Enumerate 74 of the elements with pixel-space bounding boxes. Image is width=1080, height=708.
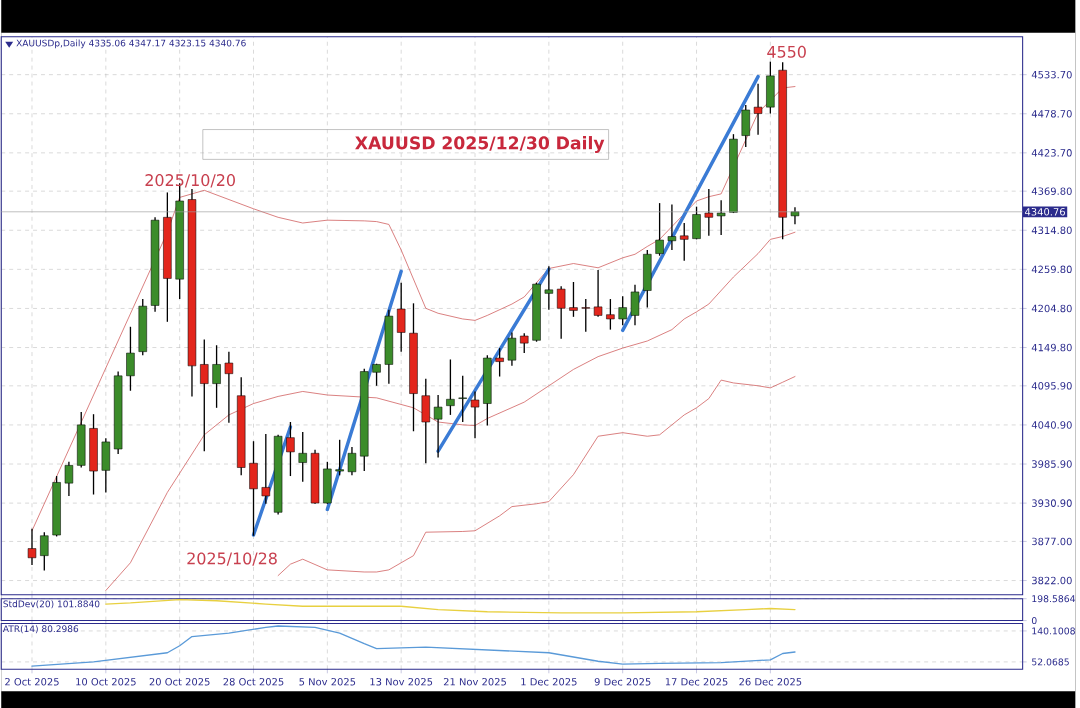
annotation: 4550 [767, 45, 806, 58]
x-tick-label: 2 Oct 2025 [5, 677, 59, 686]
y-tick-label: 4533.70 [1031, 70, 1072, 79]
candlestick [458, 375, 467, 423]
y-tick-label: 4095.90 [1031, 382, 1072, 390]
candlestick [298, 431, 307, 483]
candlestick [286, 421, 295, 477]
x-tick-label: 26 Dec 2025 [739, 677, 802, 686]
candlestick [606, 298, 615, 331]
x-tick-label: 5 Nov 2025 [299, 677, 356, 686]
candlestick [347, 446, 357, 476]
candlestick [716, 199, 726, 236]
candlestick [446, 358, 455, 416]
y-tick-label: 4040.90 [1031, 421, 1072, 429]
y-tick-label: 198.5864 [1032, 595, 1076, 603]
y-tick-label: 4423.70 [1031, 149, 1072, 157]
ref-line-label: 4340.76 [1024, 207, 1065, 216]
line-series [277, 376, 796, 576]
y-tick-label: 140.1008 [1032, 627, 1075, 635]
candlestick [200, 338, 209, 452]
candlestick [544, 265, 554, 311]
candlestick [27, 527, 37, 566]
candlestick [790, 206, 800, 225]
candlestick [556, 285, 566, 340]
line-series [105, 231, 796, 591]
candlestick [581, 298, 590, 333]
chart-subtitle: XAUUSDp,Daily 4335.06 4347.17 4323.15 4340.76 [16, 39, 246, 49]
y-tick-label: 4369.80 [1031, 187, 1072, 195]
y-tick-label: 3985.90 [1032, 460, 1072, 468]
candlestick [667, 203, 677, 251]
chart-title: ATR(14) 80.2986 [2, 625, 79, 634]
candlestick [630, 284, 640, 326]
y-tick-label: 3822.00 [1032, 576, 1072, 585]
text: XAUUSD 2025/12/30 Daily [355, 136, 605, 153]
x-tick-label: 17 Dec 2025 [665, 677, 728, 686]
chart-title: StdDev(20) 101.8840 [3, 600, 100, 609]
x-tick-label: 28 Oct 2025 [223, 677, 284, 686]
x-tick-label: 20 Oct 2025 [149, 677, 210, 686]
y-tick-label: 0 [1031, 617, 1037, 625]
candlestick [507, 331, 517, 367]
candlestick [224, 350, 234, 424]
y-tick-label: 3877.00 [1032, 537, 1072, 546]
candlestick [126, 326, 135, 392]
x-tick-label: 21 Nov 2025 [443, 677, 506, 686]
x-tick-label: 9 Dec 2025 [594, 677, 651, 686]
candlestick [680, 222, 689, 262]
candlestick [618, 295, 627, 326]
y-tick-label: 4259.80 [1031, 265, 1072, 274]
candlestick [261, 433, 271, 505]
candlestick [433, 394, 443, 459]
candlestick [520, 332, 529, 354]
candlestick [495, 347, 504, 378]
candlestick [655, 202, 664, 257]
x-tick-label: 10 Oct 2025 [76, 677, 136, 686]
candlestick [593, 269, 603, 318]
candlestick [212, 344, 221, 409]
y-tick-label: 4478.70 [1031, 109, 1072, 118]
candlestick [470, 390, 480, 439]
candlestick [569, 281, 578, 318]
y-tick-label: 4204.80 [1031, 304, 1072, 313]
y-tick-label: 3930.90 [1032, 499, 1072, 507]
y-tick-label: 52.0685 [1032, 658, 1069, 666]
candlestick [396, 281, 406, 353]
y-tick-label: 4314.80 [1031, 226, 1072, 234]
candlestick [753, 82, 763, 136]
x-tick-label: 13 Nov 2025 [370, 677, 433, 686]
y-tick-label: 4149.80 [1031, 343, 1072, 352]
candlestick [64, 461, 74, 497]
annotation: 2025/10/20 [145, 174, 235, 188]
x-tick-label: 1 Dec 2025 [521, 677, 577, 686]
candlestick [335, 439, 344, 476]
annotation: 2025/10/28 [187, 552, 277, 566]
candlestick [704, 188, 714, 237]
candlestick [40, 531, 49, 572]
